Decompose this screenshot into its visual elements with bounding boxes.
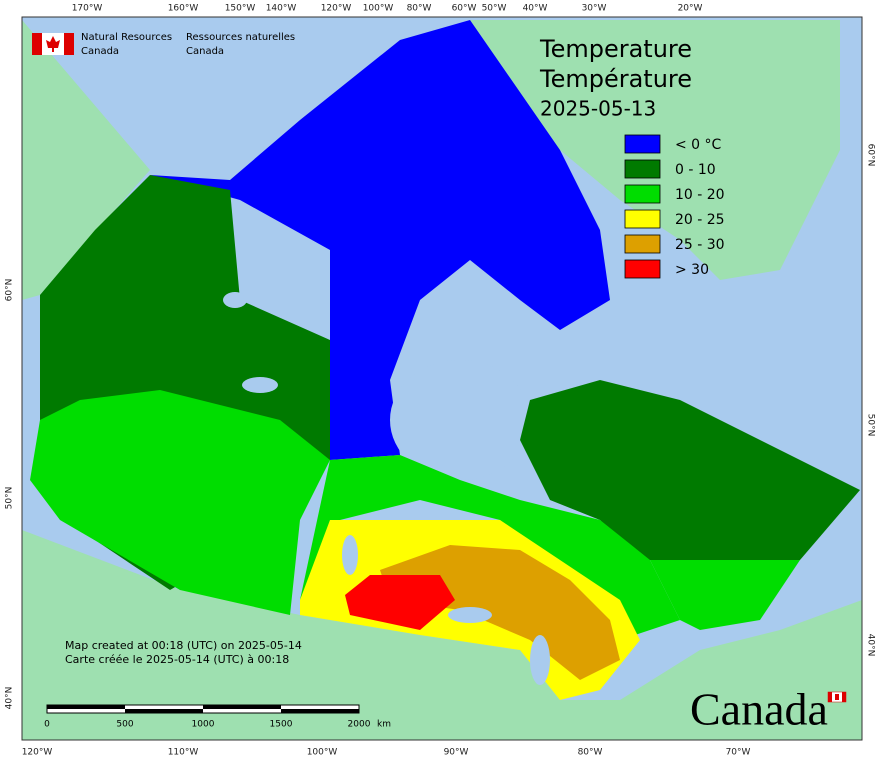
latitude-label: 60°N [5, 279, 15, 302]
legend-swatch [624, 209, 661, 229]
map-frame [21, 16, 863, 741]
longitude-label: 150°W [225, 4, 256, 14]
flag-bar [64, 33, 74, 55]
alaska [22, 20, 150, 300]
longitude-label: 120°W [321, 4, 352, 14]
scale-segment [281, 709, 359, 713]
longitude-label: 40°W [523, 4, 548, 14]
lake [530, 635, 550, 685]
canada-wordmark: Canada [690, 684, 828, 735]
legend-label: < 0 °C [675, 137, 722, 153]
latitude-label: 60°N [866, 144, 876, 167]
legend-swatch [624, 259, 661, 279]
agency-logo: Natural Resources Canada Ressources natu… [32, 32, 295, 57]
wordmark: Canada [690, 684, 847, 735]
scale-label: 500 [116, 720, 133, 730]
credit: Carte créée le 2025-05-14 (UTC) à 00:18 [65, 653, 289, 666]
longitude-label: 50°W [482, 4, 507, 14]
lake [448, 607, 492, 623]
legend-swatch [624, 184, 661, 204]
flag-bar [842, 692, 846, 702]
longitude-label: 100°W [307, 748, 338, 758]
longitude-label: 170°W [72, 4, 103, 14]
lake [223, 292, 247, 308]
longitude-label: 110°W [168, 748, 199, 758]
agency-fr: Canada [186, 46, 224, 57]
legend-label: 25 - 30 [675, 237, 725, 253]
latitude-label: 40°N [5, 687, 15, 710]
scale-segment [203, 705, 281, 709]
latitude-label: 50°N [5, 487, 15, 510]
agency-en: Natural Resources [81, 32, 172, 43]
maple-leaf [46, 36, 60, 52]
scale-label: 0 [44, 720, 50, 730]
agency-en: Canada [81, 46, 119, 57]
scale-segment [125, 709, 203, 713]
lake [342, 535, 358, 575]
latitude-label: 40°N [866, 634, 876, 657]
legend-swatch [624, 234, 661, 254]
scale-label: 2000 [348, 720, 371, 730]
legend-label: 10 - 20 [675, 187, 725, 203]
zone-below-0 [150, 20, 610, 460]
longitude-label: 70°W [726, 748, 751, 758]
zone-10-20 [30, 390, 330, 615]
legend-label: 20 - 25 [675, 212, 725, 228]
flag-bar [32, 33, 42, 55]
graticule-labels: 170°W 160°W 150°W 140°W 120°W 100°W 80°W 60°W 50… [5, 4, 876, 758]
longitude-label: 60°W [452, 4, 477, 14]
zone-0-10 [520, 380, 860, 560]
legend-label: 0 - 10 [675, 162, 716, 178]
scale-label: 1500 [270, 720, 293, 730]
legend: < 0 °C 0 - 10 10 - 20 20 - 25 25 - 30 > 30 [624, 134, 725, 279]
scale-bar: km 0 500 1000 1500 2000 [44, 704, 391, 730]
zone-10-20 [650, 560, 800, 630]
legend-swatch [624, 134, 661, 154]
longitude-label: 100°W [363, 4, 394, 14]
zone-above-30 [345, 575, 455, 630]
legend-label: > 30 [675, 262, 709, 278]
legend-swatch [624, 159, 661, 179]
date: 2025-05-13 [540, 97, 656, 121]
credit: Map created at 00:18 (UTC) on 2025-05-14 [65, 639, 302, 652]
flag-bar [828, 692, 832, 702]
maple-leaf [835, 694, 839, 700]
hudson-bay [390, 360, 530, 480]
agency-fr: Ressources naturelles [186, 32, 295, 43]
longitude-label: 90°W [444, 748, 469, 758]
longitude-label: 30°W [582, 4, 607, 14]
longitude-label: 140°W [266, 4, 297, 14]
title: Température [539, 65, 692, 93]
longitude-label: 20°W [678, 4, 703, 14]
longitude-label: 80°W [407, 4, 432, 14]
longitude-label: 80°W [578, 748, 603, 758]
scale-label: 1000 [192, 720, 215, 730]
title: Temperature [539, 35, 692, 63]
usa [22, 530, 862, 740]
lake [242, 377, 278, 393]
scale-segment [47, 705, 125, 709]
latitude-label: 50°N [866, 414, 876, 437]
longitude-label: 160°W [168, 4, 199, 14]
longitude-label: 120°W [22, 748, 53, 758]
scale-unit: km [377, 720, 391, 730]
